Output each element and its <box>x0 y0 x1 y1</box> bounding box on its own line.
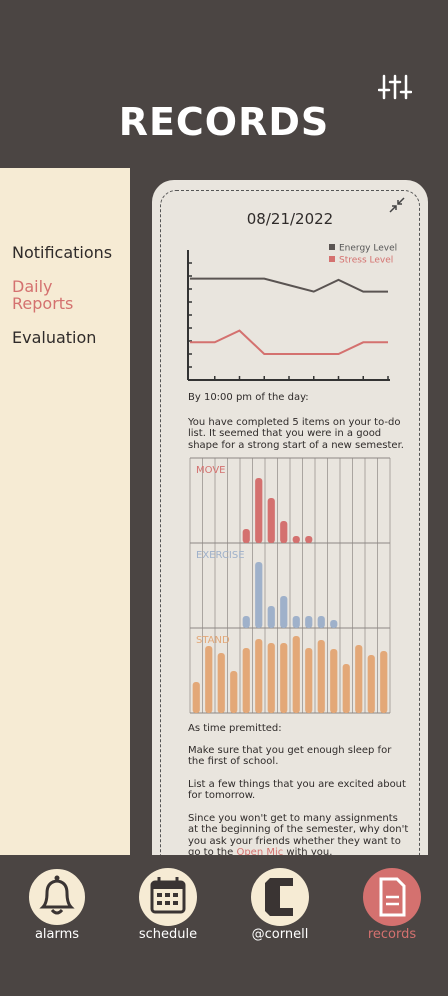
bar <box>267 643 275 713</box>
bar <box>230 671 238 713</box>
bar <box>305 536 313 543</box>
tip-text: Since you won't get to many assignments … <box>188 813 409 858</box>
tip-text: with you. <box>283 846 333 858</box>
bar <box>242 648 250 713</box>
charts: Energy Level Stress Level MOVE EXERCISE STAN… <box>187 244 397 714</box>
legend-swatch <box>329 256 335 262</box>
panel-label: STAND <box>196 635 230 646</box>
tips-heading: As time premitted: <box>188 723 282 734</box>
bar <box>292 536 300 543</box>
bar <box>342 664 350 713</box>
intro-text: By 10:00 pm of the day: <box>188 392 309 403</box>
bar <box>242 529 250 543</box>
bar <box>242 616 250 628</box>
bar <box>280 596 288 628</box>
collapse-icon[interactable] <box>388 196 406 214</box>
bar <box>292 636 300 713</box>
bar <box>317 616 325 628</box>
bar <box>255 562 263 628</box>
records-icon[interactable] <box>363 868 421 926</box>
bar <box>267 498 275 543</box>
bar <box>330 649 338 713</box>
tip-link[interactable]: Open Mic <box>236 846 284 858</box>
page-title: RECORDS <box>118 100 330 144</box>
bar <box>317 640 325 713</box>
bar <box>280 643 288 713</box>
bar <box>367 655 375 713</box>
nav-icons <box>27 867 421 927</box>
sidebar: Notifications Daily Reports Evaluation <box>0 168 130 858</box>
bar <box>255 639 263 713</box>
legend-label: Stress Level <box>339 256 393 266</box>
report-date: 08/21/2022 <box>246 210 334 228</box>
tip: List a few things that you are excited a… <box>188 779 406 802</box>
nav-label[interactable]: @cornell <box>251 927 309 942</box>
line-series <box>190 329 388 355</box>
nav-label[interactable]: alarms <box>34 927 80 942</box>
line-series <box>190 277 388 293</box>
bar <box>292 616 300 628</box>
schedule-icon[interactable] <box>139 868 197 926</box>
bar <box>267 606 275 628</box>
cornell-icon[interactable] <box>251 868 309 926</box>
bar <box>305 616 313 628</box>
bar <box>255 478 263 543</box>
filter-icon[interactable] <box>378 72 412 102</box>
legend-swatch <box>329 244 335 250</box>
sidebar-item[interactable]: Daily Reports <box>12 277 74 313</box>
sidebar-item[interactable]: Evaluation <box>12 328 97 347</box>
bar <box>192 682 200 713</box>
sidebar-item[interactable]: Notifications <box>12 243 113 262</box>
bar <box>305 648 313 713</box>
panel-label: MOVE <box>196 465 225 476</box>
summary-text: You have completed 5 items on your to-do… <box>188 417 404 451</box>
bar <box>355 645 363 713</box>
tip: Make sure that you get enough sleep for … <box>188 745 392 768</box>
bar <box>217 653 225 713</box>
nav-label[interactable]: records <box>367 927 417 942</box>
bar <box>205 646 213 713</box>
nav-label[interactable]: schedule <box>138 927 198 942</box>
bar <box>380 651 388 713</box>
tip: Since you won't get to many assignments … <box>188 813 410 858</box>
legend-label: Energy Level <box>339 244 397 254</box>
alarms-icon[interactable] <box>27 867 87 927</box>
panel-label: EXERCISE <box>196 550 245 561</box>
bar <box>330 620 338 628</box>
bar <box>280 521 288 543</box>
